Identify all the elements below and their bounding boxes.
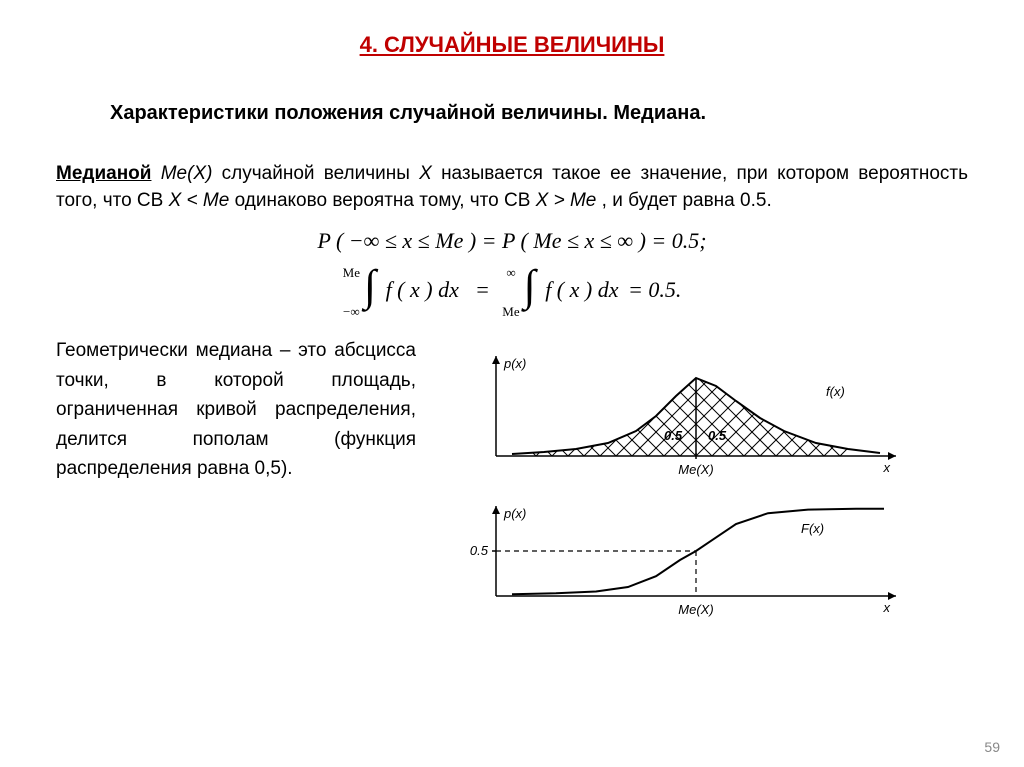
svg-text:0.5: 0.5 (664, 428, 683, 443)
cdf-chart: p(x) x 0.5 F(x) Me(X) (456, 486, 926, 626)
svg-text:0.5: 0.5 (470, 543, 489, 558)
int-left-lower: −∞ (343, 305, 360, 318)
equation-prob: P ( −∞ ≤ x ≤ Me ) = P ( Me ≤ x ≤ ∞ ) = 0… (56, 228, 968, 254)
svg-text:Me(X): Me(X) (678, 462, 713, 477)
term-me-x-italic: Ме(Х) (161, 163, 213, 184)
def-cv1: X < Ме (169, 190, 230, 211)
svg-text:x: x (883, 600, 891, 615)
svg-text:x: x (883, 460, 891, 475)
pdf-chart: p(x) x 0.5 0.5 f(x) Me(X) (456, 336, 926, 486)
charts-container: p(x) x 0.5 0.5 f(x) Me(X) p(x) x 0.5 F(x) Me(X) (456, 336, 968, 626)
int-left-upper: Me (343, 266, 360, 279)
def-cv2: X > Ме (536, 190, 597, 211)
int-left-body: f ( x ) dx (386, 277, 459, 302)
int-right-bounds: ∞ Me (502, 266, 519, 318)
int-right-upper: ∞ (502, 266, 519, 279)
def-text-d: , и будет равна 0.5. (602, 190, 772, 211)
svg-text:p(x): p(x) (503, 506, 526, 521)
int-right-body: f ( x ) dx (545, 277, 618, 302)
definition-paragraph: Медианой Ме(Х) случайной величины Х назы… (56, 161, 968, 214)
svg-text:f(x): f(x) (826, 384, 845, 399)
geometric-meaning-text: Геометрически медиана – это абсцисса точ… (56, 336, 416, 626)
int-right-lower: Me (502, 305, 519, 318)
integral-symbol-left: ∫ (364, 266, 376, 306)
svg-text:Me(X): Me(X) (678, 602, 713, 617)
int-left-bounds: Me −∞ (343, 266, 360, 318)
page-title: 4. СЛУЧАЙНЫЕ ВЕЛИЧИНЫ (56, 32, 968, 58)
equation-integral: Me −∞ ∫ f ( x ) dx = ∞ Me ∫ f ( x ) dx =… (56, 266, 968, 318)
def-text-c: одинаково вероятна тому, что СВ (235, 190, 536, 211)
int-equals: = 0.5. (628, 277, 681, 302)
section-subheading: Характеристики положения случайной велич… (110, 102, 968, 125)
def-text-a: случайной величины (222, 163, 419, 184)
def-x: Х (419, 163, 432, 184)
term-median: Медианой (56, 163, 151, 184)
svg-text:p(x): p(x) (503, 356, 526, 371)
equation-prob-text: P ( −∞ ≤ x ≤ Me ) = P ( Me ≤ x ≤ ∞ ) = 0… (317, 228, 706, 253)
integral-symbol-right: ∫ (524, 266, 536, 306)
page-number: 59 (984, 739, 1000, 755)
svg-text:F(x): F(x) (801, 521, 824, 536)
svg-text:0.5: 0.5 (708, 428, 727, 443)
